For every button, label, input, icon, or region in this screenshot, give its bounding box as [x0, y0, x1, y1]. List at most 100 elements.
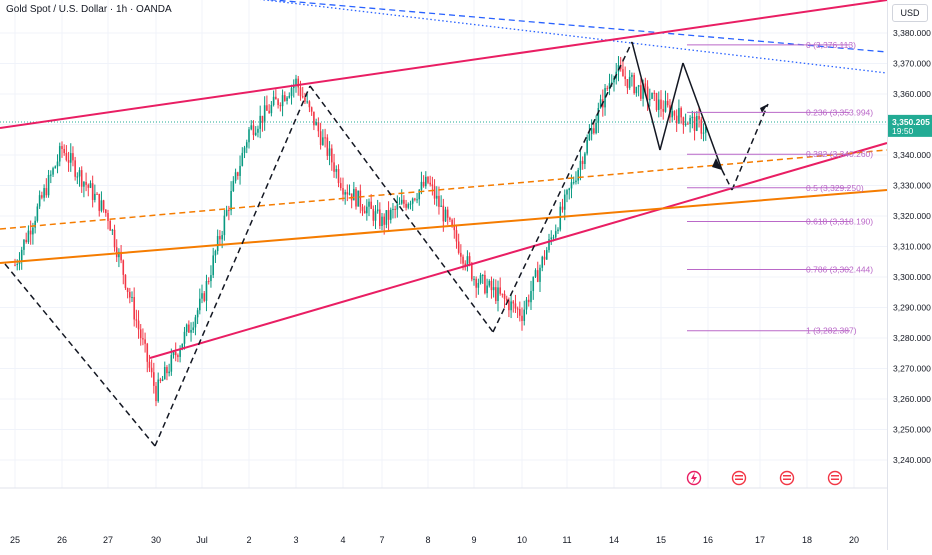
zigzag-segment[interactable]: [4, 263, 156, 447]
upper-channel-line[interactable]: [0, 0, 888, 129]
candle-body: [414, 198, 416, 200]
price-axis[interactable]: 3,240.000 3,250.000 3,260.000 3,270.000 3,28…: [887, 0, 932, 550]
blue-dashed-trendline[interactable]: [180, 0, 888, 53]
currency-button[interactable]: USD: [892, 4, 928, 22]
candle-body: [94, 193, 96, 200]
candle-body: [584, 153, 586, 165]
candle-body: [666, 100, 669, 106]
candle-body: [225, 209, 228, 216]
candle-body: [446, 209, 449, 218]
candle-body: [161, 379, 164, 381]
candle-body: [631, 75, 633, 77]
orange-support-line[interactable]: [0, 189, 888, 264]
candle-body: [181, 343, 184, 350]
candle-body: [288, 95, 291, 98]
candle-body: [36, 206, 39, 221]
candle-body: [297, 78, 300, 88]
candle-body: [376, 209, 379, 212]
candles: [14, 56, 707, 407]
candle-body: [543, 256, 546, 260]
y-tick-label: 3,280.000: [893, 333, 931, 343]
candle-body: [261, 115, 264, 123]
candle-body: [32, 227, 34, 235]
candle-body: [207, 281, 210, 283]
candle-body: [608, 83, 611, 89]
candle-body: [466, 256, 469, 266]
candle-body: [170, 354, 173, 372]
candle-body: [427, 176, 429, 183]
arrow-head: [760, 104, 768, 113]
candle-body: [27, 230, 30, 243]
blue-dotted-trendline[interactable]: [180, 0, 888, 74]
us-flag-icon[interactable]: [731, 470, 747, 486]
x-tick-label: 18: [802, 535, 812, 545]
zigzag-segment[interactable]: [721, 169, 733, 191]
candle-body: [263, 105, 266, 123]
us-flag-icon[interactable]: [827, 470, 843, 486]
zigzag-segment[interactable]: [492, 41, 633, 333]
candle-body: [69, 153, 72, 163]
x-tick-label: 2: [246, 535, 251, 545]
zigzag-segment[interactable]: [659, 62, 684, 151]
candle-body: [521, 315, 523, 321]
candle-body: [374, 211, 377, 221]
candle-body: [700, 119, 703, 134]
candle-body: [137, 320, 140, 330]
candle-body: [477, 282, 480, 288]
candle-body: [203, 293, 206, 301]
candle-body: [559, 206, 562, 230]
candle-body: [190, 330, 192, 333]
lower-channel-line[interactable]: [149, 142, 888, 359]
candle-body: [527, 299, 530, 303]
zigzag-segment[interactable]: [309, 85, 494, 333]
candle-body: [87, 184, 90, 188]
x-tick-label: 17: [755, 535, 765, 545]
flag-stripe: [831, 475, 839, 477]
candle-body: [680, 108, 682, 118]
candle-body: [337, 169, 340, 184]
candle-body: [205, 281, 208, 301]
candle-body: [444, 209, 447, 222]
candle-body: [622, 69, 624, 77]
candle-body: [455, 230, 458, 242]
candle-body: [425, 176, 427, 187]
candle-body: [107, 213, 109, 221]
candle-body: [411, 198, 414, 204]
candle-body: [357, 190, 359, 207]
candle-body: [563, 194, 566, 210]
zigzag-segment[interactable]: [154, 85, 311, 447]
candle-body: [78, 170, 81, 177]
candle-body: [481, 275, 484, 277]
candle-body: [126, 287, 129, 292]
candle-body: [34, 220, 36, 228]
candle-body: [586, 139, 588, 154]
zigzag-segment[interactable]: [631, 41, 661, 151]
candle-body: [216, 236, 219, 252]
candle-body: [383, 216, 385, 225]
candle-body: [214, 251, 217, 256]
x-tick-label: 11: [562, 535, 571, 545]
candle-body: [633, 75, 635, 94]
y-tick-label: 3,370.000: [893, 59, 931, 69]
candle-body: [673, 111, 676, 116]
orange-dashed-line[interactable]: [0, 149, 888, 230]
candle-body: [534, 270, 537, 277]
candle-body: [429, 182, 431, 185]
candle-body: [172, 351, 175, 355]
candle-body: [510, 301, 512, 311]
candle-body: [201, 293, 203, 299]
candle-body: [328, 148, 331, 156]
candle-body: [45, 188, 48, 196]
last-price-tag[interactable]: [888, 114, 932, 137]
symbol-title[interactable]: Gold Spot / U.S. Dollar · 1h · OANDA: [6, 4, 172, 15]
zigzag-segment[interactable]: [682, 62, 723, 171]
zigzag-segment[interactable]: [731, 103, 769, 191]
candle-body: [660, 99, 662, 109]
candle-body: [530, 290, 532, 303]
candle-body: [268, 110, 270, 114]
candle-body: [124, 274, 127, 288]
fib-level-label: 0.786 (3,302.444): [806, 265, 873, 275]
us-flag-icon[interactable]: [779, 470, 795, 486]
